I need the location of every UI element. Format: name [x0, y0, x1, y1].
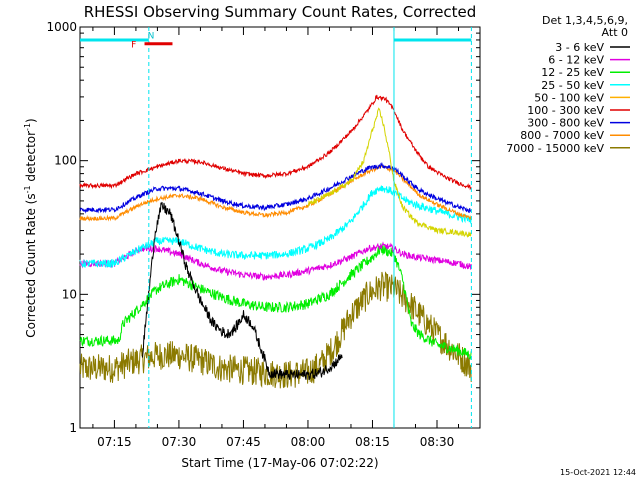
- y-axis-label-part1: Corrected Count Rate (s: [24, 193, 38, 337]
- series-line-5: [79, 94, 472, 191]
- y-tick-label-2: 100: [54, 154, 77, 168]
- series-line-8: [79, 271, 472, 389]
- series-line-extra-0: [307, 107, 472, 238]
- legend-label-6: 300 - 800 keV: [527, 117, 604, 130]
- x-tick-label-5: 08:30: [420, 435, 455, 449]
- plot-area: 1 10 100 1000 07:15 07:30 07:45 08:00 08:15 08:30…: [46, 20, 481, 449]
- x-axis-label: Start Time (17-May-06 07:02:22): [181, 456, 378, 470]
- legend-label-3: 25 - 50 keV: [541, 79, 604, 92]
- y-tick-label-0: 1: [69, 421, 77, 435]
- x-tick-label-2: 07:45: [226, 435, 261, 449]
- x-tick-label-0: 07:15: [97, 435, 132, 449]
- legend-label-0: 3 - 6 keV: [555, 41, 604, 54]
- y-axis-label-part3: ): [24, 118, 38, 123]
- legend-label-1: 6 - 12 keV: [548, 54, 604, 67]
- series-line-7: [79, 164, 472, 222]
- legend-label-5: 100 - 300 keV: [527, 104, 604, 117]
- y-axis-label-sup1: -1: [23, 185, 32, 193]
- footer-date: 15-Oct-2021 12:44: [560, 468, 636, 477]
- y-axis-label-sup2: -1: [23, 123, 32, 131]
- plot-frame: [79, 26, 481, 429]
- y-axis-label-part2: detector: [24, 131, 38, 186]
- flare-flag-label: F: [131, 41, 136, 51]
- y-axis-label: Corrected Count Rate (s-1 detector-1): [23, 118, 38, 337]
- series-line-6: [79, 161, 472, 214]
- night-flag-label: N: [148, 32, 155, 42]
- y-tick-label-3: 1000: [46, 20, 77, 34]
- x-tick-label-4: 08:15: [355, 435, 390, 449]
- x-tick-label-3: 08:00: [291, 435, 326, 449]
- series-line-3: [79, 185, 472, 268]
- x-tick-label-1: 07:30: [162, 435, 197, 449]
- legend-label-8: 7000 - 15000 keV: [506, 142, 604, 155]
- y-tick-label-1: 10: [62, 287, 77, 301]
- legend-header-line1: Det 1,3,4,5,6,9,: [542, 14, 628, 27]
- legend-label-2: 12 - 25 keV: [541, 66, 604, 79]
- series-line-0: [141, 201, 343, 380]
- chart-title: RHESSI Observing Summary Count Rates, Co…: [84, 3, 477, 21]
- legend-header-line2: Att 0: [602, 26, 628, 39]
- legend-label-7: 800 - 7000 keV: [520, 129, 604, 142]
- series-line-2: [79, 243, 472, 360]
- legend-label-4: 50 - 100 keV: [534, 91, 604, 104]
